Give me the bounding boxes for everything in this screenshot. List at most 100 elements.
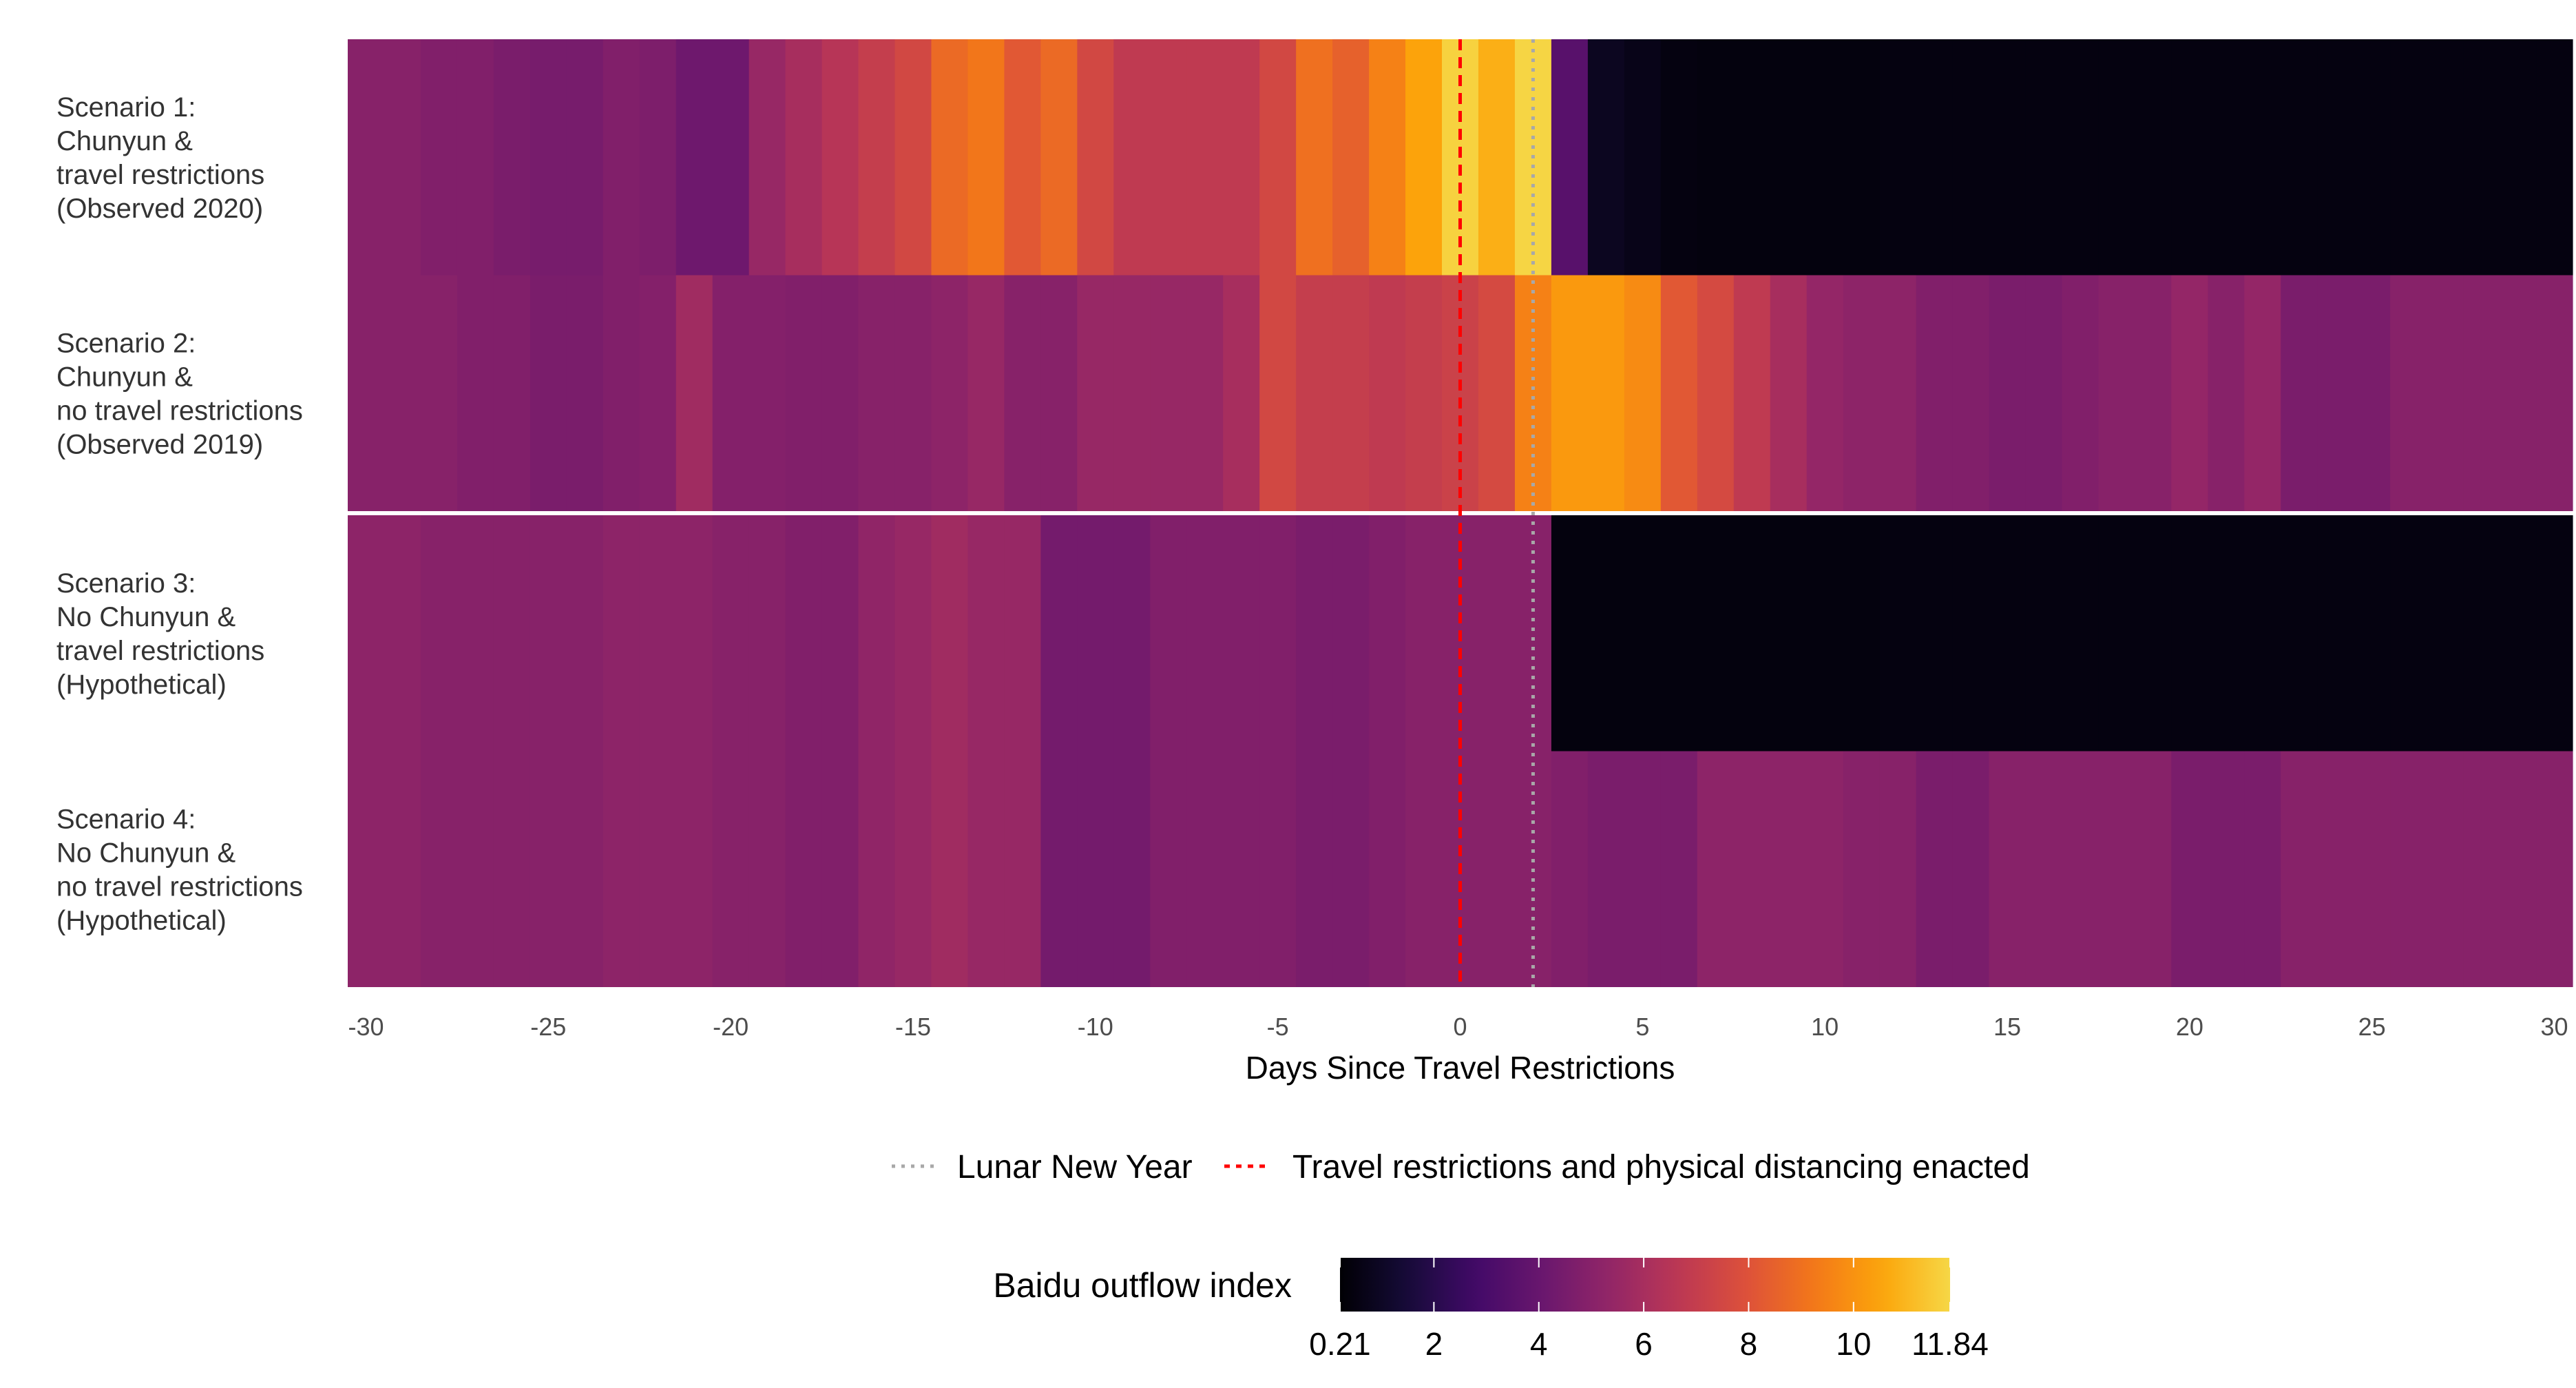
heatmap-cell: [1514, 515, 1552, 752]
heatmap-cell: [2427, 751, 2464, 987]
row-label-line: (Hypothetical): [56, 905, 227, 935]
heatmap-cell: [1296, 39, 1333, 276]
heatmap-cell: [2354, 275, 2391, 511]
heatmap-cell: [2171, 275, 2208, 511]
heatmap-cell: [1369, 515, 1406, 752]
heatmap-cell: [1587, 275, 1625, 511]
heatmap-cell: [2281, 751, 2318, 987]
heatmap-cell: [931, 275, 969, 511]
heatmap-cell: [1587, 751, 1625, 987]
heatmap-cell: [1624, 275, 1662, 511]
heatmap-cell: [530, 751, 567, 987]
heatmap-cell: [1660, 515, 1698, 752]
row-label-line: no travel restrictions: [56, 395, 303, 426]
heatmap-cell: [1004, 515, 1041, 752]
heatmap-cell: [1223, 39, 1260, 276]
heatmap-cell: [1040, 751, 1078, 987]
heatmap-cell: [457, 515, 494, 752]
heatmap-cell: [639, 39, 677, 276]
heatmap-cell: [1332, 275, 1370, 511]
heatmap-cell: [1916, 39, 1954, 276]
colorbar-tick-label: 0.21: [1309, 1326, 1371, 1362]
heatmap-cell: [931, 515, 969, 752]
heatmap-cell: [1369, 751, 1406, 987]
heatmap-cell: [1223, 751, 1260, 987]
heatmap-cell: [2062, 751, 2099, 987]
heatmap-cell: [1551, 275, 1589, 511]
heatmap-cell: [1733, 515, 1771, 752]
heatmap-cell: [1989, 515, 2027, 752]
heatmap-cell: [2171, 39, 2208, 276]
heatmap-cell: [1113, 751, 1151, 987]
heatmap-cell: [1077, 515, 1114, 752]
heatmap-cell: [384, 275, 421, 511]
heatmap-cell: [530, 515, 567, 752]
heatmap-cell: [2025, 751, 2063, 987]
heatmap-cell: [1697, 751, 1735, 987]
heatmap-cell: [1879, 751, 1917, 987]
heatmap-cell: [967, 515, 1005, 752]
heatmap-cell: [1405, 751, 1443, 987]
heatmap-cell: [1077, 39, 1114, 276]
colorbar-tick-label: 6: [1635, 1326, 1653, 1362]
heatmap-cell: [1843, 39, 1881, 276]
heatmap-cell: [348, 275, 385, 511]
heatmap-cell: [1332, 751, 1370, 987]
heatmap-cell: [1587, 39, 1625, 276]
row-label-line: (Observed 2019): [56, 429, 263, 459]
heatmap-cell: [2390, 751, 2427, 987]
heatmap-cell: [2536, 39, 2573, 276]
heatmap-cell: [2463, 275, 2500, 511]
heatmap-cell: [2390, 515, 2427, 752]
heatmap-cell: [1660, 275, 1698, 511]
heatmap-cell: [2427, 275, 2464, 511]
x-tick-label: -25: [530, 1013, 566, 1041]
heatmap-cell: [1296, 751, 1333, 987]
heatmap-cell: [1478, 39, 1516, 276]
heatmap-cell: [1551, 751, 1589, 987]
heatmap-cell: [1369, 39, 1406, 276]
colorbar-tick-label: 8: [1740, 1326, 1758, 1362]
x-tick-label: 10: [1811, 1013, 1839, 1041]
heatmap-cell: [603, 39, 640, 276]
heatmap-cell: [1259, 275, 1297, 511]
heatmap-cell: [2463, 515, 2500, 752]
heatmap-cell: [1296, 275, 1333, 511]
heatmap-cell: [712, 39, 750, 276]
heatmap-cell: [1077, 751, 1114, 987]
heatmap-cell: [1587, 515, 1625, 752]
heatmap-cell: [1186, 275, 1224, 511]
heatmap-cell: [603, 275, 640, 511]
heatmap-cell: [2098, 751, 2135, 987]
heatmap-cell: [2171, 515, 2208, 752]
heatmap-cell: [2427, 39, 2464, 276]
row-label-line: Chunyun &: [56, 126, 193, 156]
row-label-line: (Hypothetical): [56, 670, 227, 700]
heatmap-cell: [1806, 39, 1844, 276]
heatmap-cell: [676, 39, 713, 276]
heatmap-cell: [1624, 515, 1662, 752]
heatmap-cell: [967, 275, 1005, 511]
heatmap-cell: [1551, 39, 1589, 276]
heatmap-cell: [639, 751, 677, 987]
colorbar-tick-label: 2: [1425, 1326, 1443, 1362]
heatmap-cell: [1843, 275, 1881, 511]
heatmap-cell: [1186, 39, 1224, 276]
heatmap-cell: [2135, 751, 2172, 987]
heatmap-cell: [1660, 751, 1698, 987]
heatmap-cell: [1770, 515, 1808, 752]
heatmap-cell: [1040, 515, 1078, 752]
heatmap-cell: [1952, 751, 1990, 987]
heatmap-cell: [712, 515, 750, 752]
heatmap-cell: [931, 751, 969, 987]
heatmap-cell: [1624, 751, 1662, 987]
heatmap-cell: [493, 39, 531, 276]
heatmap-cell: [1806, 751, 1844, 987]
heatmap-cell: [1296, 515, 1333, 752]
heatmap-cell: [1843, 515, 1881, 752]
heatmap-cell: [1004, 39, 1041, 276]
heatmap-cell: [420, 39, 458, 276]
row-label: Scenario 1: Chunyun & travel restrictions (…: [56, 92, 264, 224]
row-label-line: Scenario 3:: [56, 568, 196, 599]
